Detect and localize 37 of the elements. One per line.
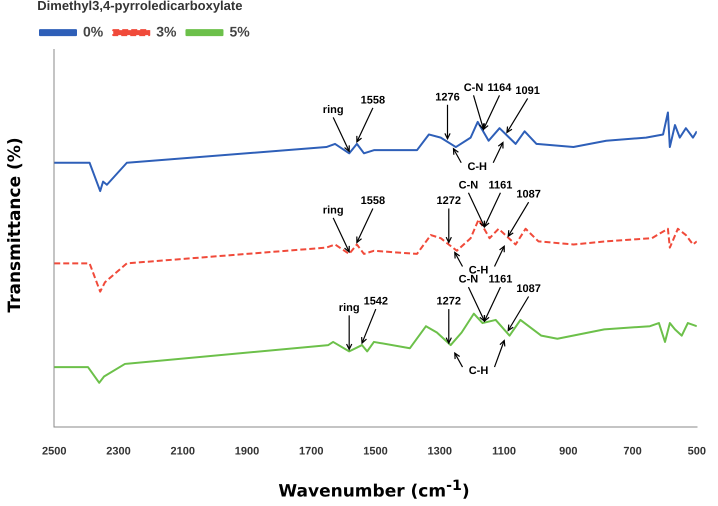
annotation: 1087 [516,188,541,201]
x-tick-label: 1700 [299,445,324,458]
x-tick-label: 700 [623,445,642,458]
x-axis-title: Wavenumber (cm$^{-1}$) [277,478,471,502]
annotation: C-N [464,82,484,94]
annotation: 1276 [435,91,460,104]
annotation: C-H [467,160,488,173]
x-tick-label: 1100 [492,445,516,458]
annotation: 1161 [488,179,512,192]
x-tick-label: 900 [559,445,578,458]
y-axis-title: Transmittance (%) [5,136,25,315]
annotation: ring [322,204,344,216]
annotation: 1087 [516,283,541,296]
legend-label: 0% [83,23,104,40]
annotation: C-N [458,179,478,192]
annotation: 1164 [488,82,512,94]
x-tick-label: 2300 [106,445,131,458]
x-tick-label: 1900 [234,445,260,458]
legend-label: 3% [156,23,178,40]
annotation: C-N [458,274,478,286]
x-tick-label: 2500 [42,445,66,458]
legend-label: 5% [229,23,250,40]
annotation: C-H [468,365,488,378]
annotation: 1558 [360,94,386,106]
annotation: 1272 [436,296,462,308]
legend-title: Dimethyl3,4-pyrroledicarboxylate [37,0,242,14]
x-tick-label: 500 [688,445,706,458]
annotation: ring [338,302,360,314]
annotation: 1558 [360,195,386,208]
annotation: 1161 [488,274,512,286]
annotation: ring [322,104,344,116]
x-tick-label: 1300 [428,445,452,458]
annotation: 1091 [515,85,540,97]
annotation: 1542 [364,296,388,308]
annotation: 1272 [436,195,462,208]
x-tick-label: 2100 [170,445,195,458]
x-tick-label: 1500 [363,445,388,458]
